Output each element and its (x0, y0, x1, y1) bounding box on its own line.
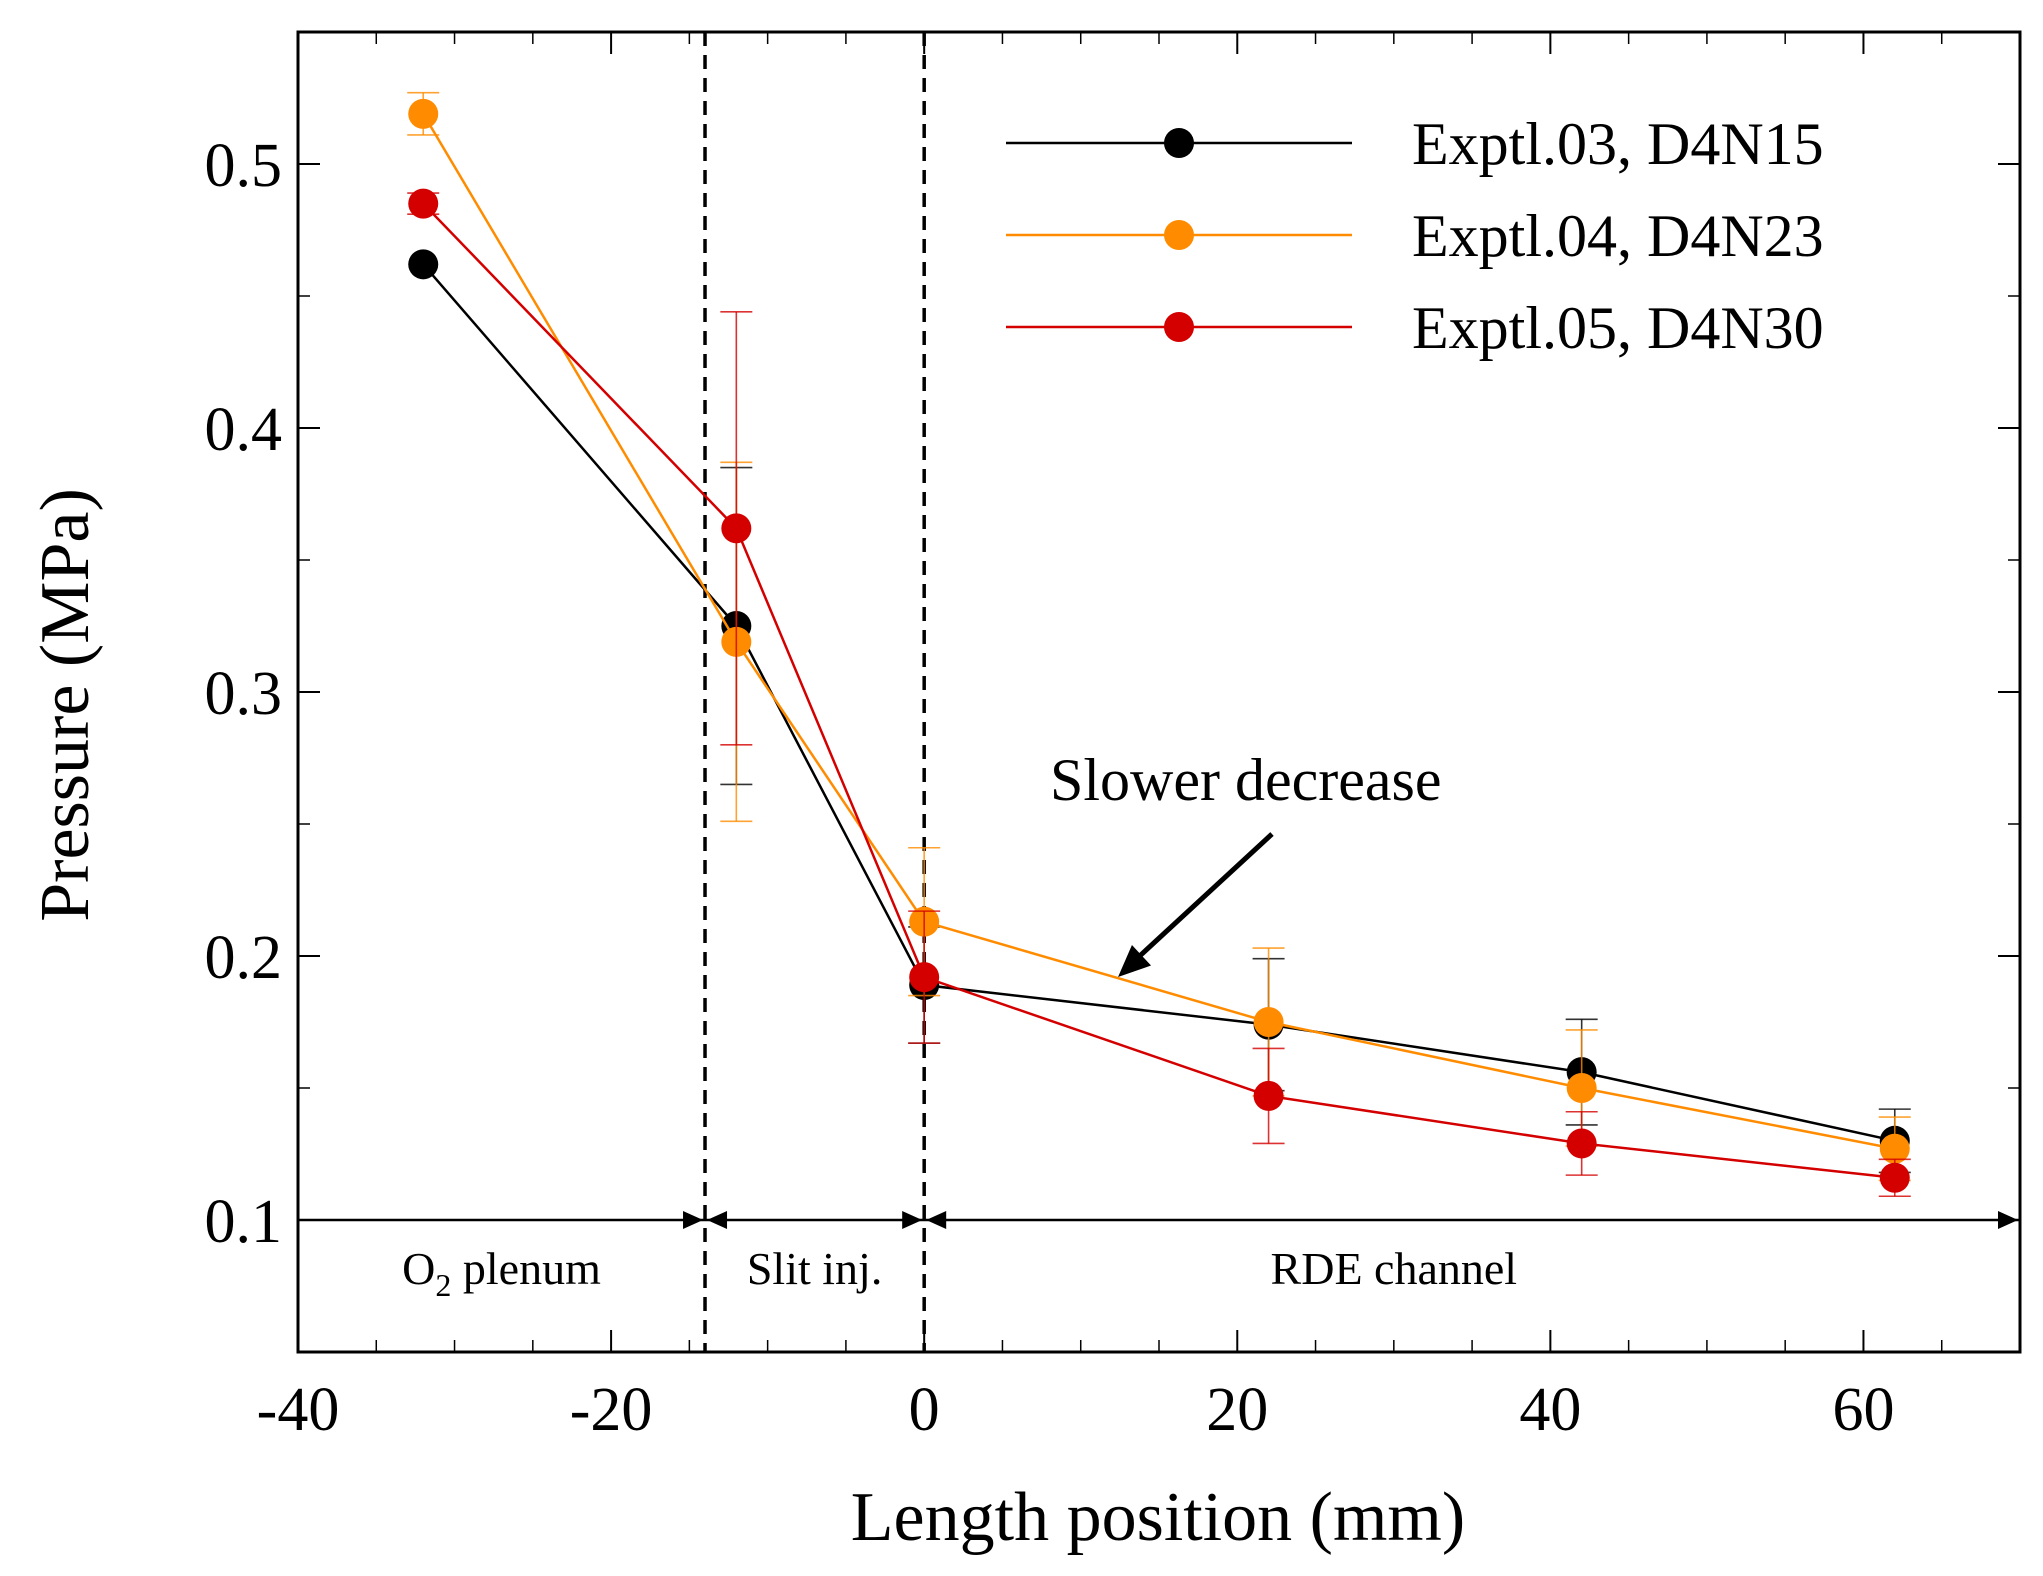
y-tick-label: 0.2 (205, 924, 283, 992)
region-label-subscript: 2 (435, 1267, 451, 1303)
annotation: Slower decrease (1050, 747, 1441, 978)
x-tick-label: 60 (1832, 1376, 1894, 1444)
y-tick-label: 0.5 (205, 132, 283, 200)
region-dividers (703, 32, 926, 1352)
series-line (422, 113, 1896, 1150)
arrowhead-icon (926, 1211, 947, 1229)
data-point (408, 188, 439, 219)
y-tick-label: 0.1 (205, 1188, 283, 1256)
arrowhead-icon (683, 1211, 704, 1229)
legend-entry: Exptl.04, D4N23 (1412, 203, 1824, 269)
data-point (408, 249, 439, 280)
legend: Exptl.03, D4N15 Exptl.04, D4N23 Exptl.05, … (1006, 111, 1824, 361)
x-tick-label: -40 (257, 1376, 340, 1444)
data-point (1253, 1007, 1284, 1037)
y-tick-label: 0.4 (205, 396, 283, 464)
series-3 (407, 188, 1911, 1198)
data-point (1566, 1073, 1597, 1103)
data-point (909, 962, 940, 993)
series-line (422, 263, 1896, 1143)
region-label-main: O (402, 1243, 435, 1294)
x-tick-label: 40 (1519, 1376, 1581, 1444)
legend-swatch-marker (1164, 128, 1194, 158)
annotation-arrowhead-icon (1118, 945, 1152, 978)
region-labels: O2 plenum Slit inj. RDE channel (298, 1211, 2020, 1303)
y-tick-label: 0.3 (205, 660, 283, 728)
data-point (408, 98, 439, 129)
annotation-arrow-line (1130, 832, 1274, 965)
x-tick-label: 20 (1206, 1376, 1268, 1444)
region-label-rde-channel: RDE channel (1271, 1243, 1518, 1294)
data-series (407, 91, 1911, 1198)
arrowhead-icon (707, 1211, 728, 1229)
series-line (422, 202, 1895, 1180)
x-tick-label: 0 (909, 1376, 940, 1444)
data-point (1879, 1133, 1910, 1164)
legend-swatch-marker (1164, 220, 1194, 250)
legend-entry: Exptl.03, D4N15 (1412, 111, 1824, 177)
data-point (1879, 1162, 1910, 1193)
arrowhead-icon (902, 1211, 923, 1229)
annotation-text: Slower decrease (1050, 747, 1441, 813)
data-point (721, 513, 752, 544)
region-label-rest: plenum (451, 1243, 601, 1294)
legend-swatch-marker (1164, 312, 1194, 342)
region-label-slit-inj: Slit inj. (747, 1243, 882, 1294)
legend-entry: Exptl.05, D4N30 (1412, 295, 1824, 361)
y-axis-title: Pressure (MPa) (27, 488, 104, 922)
arrowhead-icon (1998, 1211, 2018, 1229)
data-point (1566, 1128, 1597, 1159)
x-axis-title: Length position (mm) (851, 1479, 1465, 1556)
data-point (1253, 1080, 1284, 1111)
series-1 (408, 249, 1911, 1174)
x-tick-label: -20 (570, 1376, 653, 1444)
region-label-o2-plenum: O2 plenum (402, 1243, 601, 1303)
